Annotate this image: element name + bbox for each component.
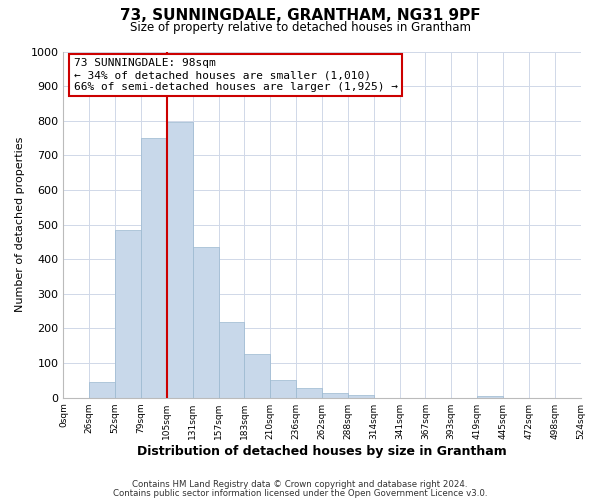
Bar bbox=[193, 247, 218, 398]
Bar bbox=[296, 388, 322, 398]
Bar bbox=[244, 354, 270, 398]
Y-axis label: Number of detached properties: Number of detached properties bbox=[15, 137, 25, 312]
Bar bbox=[348, 395, 374, 398]
Bar bbox=[322, 392, 348, 398]
Bar bbox=[270, 380, 296, 398]
Text: 73, SUNNINGDALE, GRANTHAM, NG31 9PF: 73, SUNNINGDALE, GRANTHAM, NG31 9PF bbox=[119, 8, 481, 22]
X-axis label: Distribution of detached houses by size in Grantham: Distribution of detached houses by size … bbox=[137, 444, 507, 458]
Text: Contains public sector information licensed under the Open Government Licence v3: Contains public sector information licen… bbox=[113, 489, 487, 498]
Bar bbox=[167, 122, 193, 398]
Bar bbox=[141, 138, 167, 398]
Bar bbox=[115, 230, 141, 398]
Bar bbox=[89, 382, 115, 398]
Bar bbox=[218, 322, 244, 398]
Text: 73 SUNNINGDALE: 98sqm
← 34% of detached houses are smaller (1,010)
66% of semi-d: 73 SUNNINGDALE: 98sqm ← 34% of detached … bbox=[74, 58, 398, 92]
Bar bbox=[477, 396, 503, 398]
Text: Contains HM Land Registry data © Crown copyright and database right 2024.: Contains HM Land Registry data © Crown c… bbox=[132, 480, 468, 489]
Text: Size of property relative to detached houses in Grantham: Size of property relative to detached ho… bbox=[130, 21, 470, 34]
